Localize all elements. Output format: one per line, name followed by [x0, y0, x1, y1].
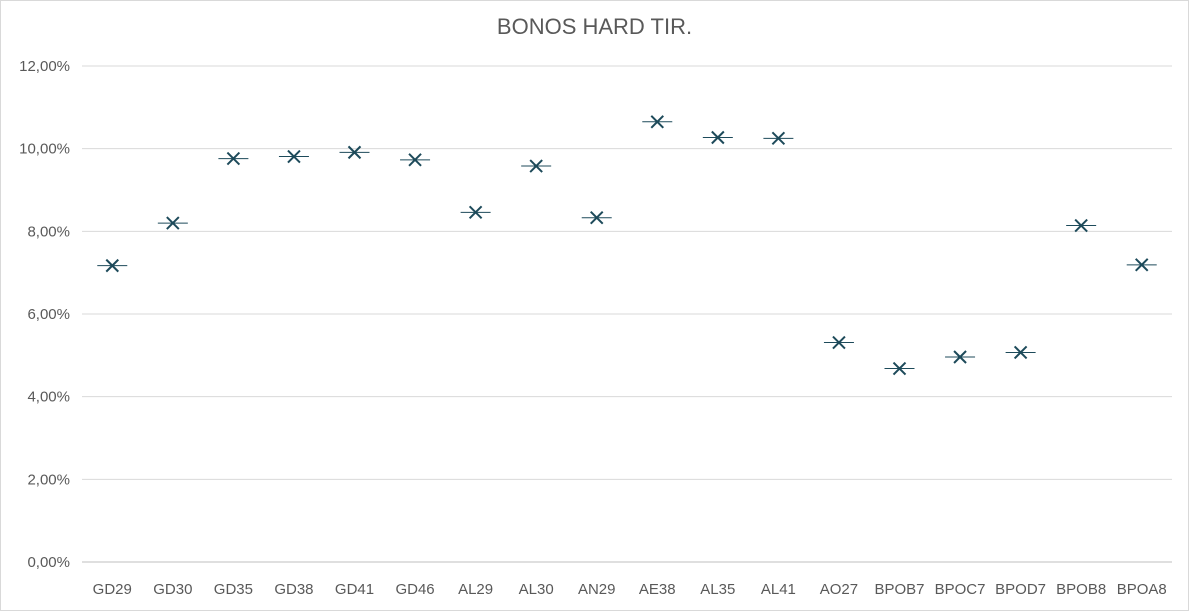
- y-tick-label: 8,00%: [27, 223, 70, 240]
- data-point: [884, 361, 915, 376]
- data-points: [97, 115, 1157, 376]
- data-point: [157, 216, 188, 230]
- x-tick-label: AL41: [761, 581, 796, 598]
- x-tick-label: AN29: [578, 581, 616, 598]
- data-point: [1066, 218, 1097, 233]
- data-point: [278, 149, 309, 164]
- data-point: [823, 335, 854, 350]
- y-tick-label: 4,00%: [27, 389, 70, 406]
- x-tick-label: GD46: [395, 581, 434, 598]
- x-tick-label: BPOD7: [995, 581, 1046, 598]
- x-tick-label: GD29: [93, 581, 132, 598]
- data-point: [581, 210, 612, 225]
- x-tick-label: AE38: [639, 581, 676, 598]
- data-point: [400, 153, 431, 167]
- y-tick-label: 10,00%: [19, 141, 70, 158]
- x-tick-label: AO27: [820, 581, 858, 598]
- x-tick-label: AL35: [700, 581, 735, 598]
- x-tick-label: GD38: [274, 581, 313, 598]
- x-tick-label: GD41: [335, 581, 374, 598]
- x-tick-label: BPOA8: [1117, 581, 1167, 598]
- x-tick-label: BPOC7: [935, 581, 986, 598]
- gridlines: [82, 65, 1172, 563]
- data-point: [1126, 258, 1157, 272]
- data-point: [642, 115, 673, 129]
- chart-title: BONOS HARD TIR.: [496, 14, 693, 39]
- data-point: [460, 205, 491, 220]
- y-tick-label: 0,00%: [27, 554, 70, 571]
- data-point: [97, 258, 128, 273]
- y-tick-label: 12,00%: [19, 58, 70, 75]
- x-axis-tick-labels: GD29 GD30 GD35 GD38 GD41 GD46 AL29 AL30 AN29 AE38…: [93, 581, 1167, 598]
- data-point: [521, 159, 552, 173]
- data-point: [218, 151, 249, 166]
- data-point: [339, 145, 370, 160]
- data-point: [763, 131, 794, 146]
- data-point: [702, 130, 733, 145]
- y-tick-label: 2,00%: [27, 471, 70, 488]
- x-tick-label: AL29: [458, 581, 493, 598]
- x-tick-label: BPOB7: [874, 581, 924, 598]
- y-axis-tick-labels: 0,00% 2,00% 4,00% 6,00% 8,00% 10,00% 12,00%: [19, 58, 70, 571]
- x-tick-label: AL30: [519, 581, 554, 598]
- data-point: [945, 350, 976, 364]
- x-tick-label: GD30: [153, 581, 192, 598]
- x-tick-label: GD35: [214, 581, 253, 598]
- data-point: [1005, 345, 1036, 360]
- x-tick-label: BPOB8: [1056, 581, 1106, 598]
- y-tick-label: 6,00%: [27, 306, 70, 323]
